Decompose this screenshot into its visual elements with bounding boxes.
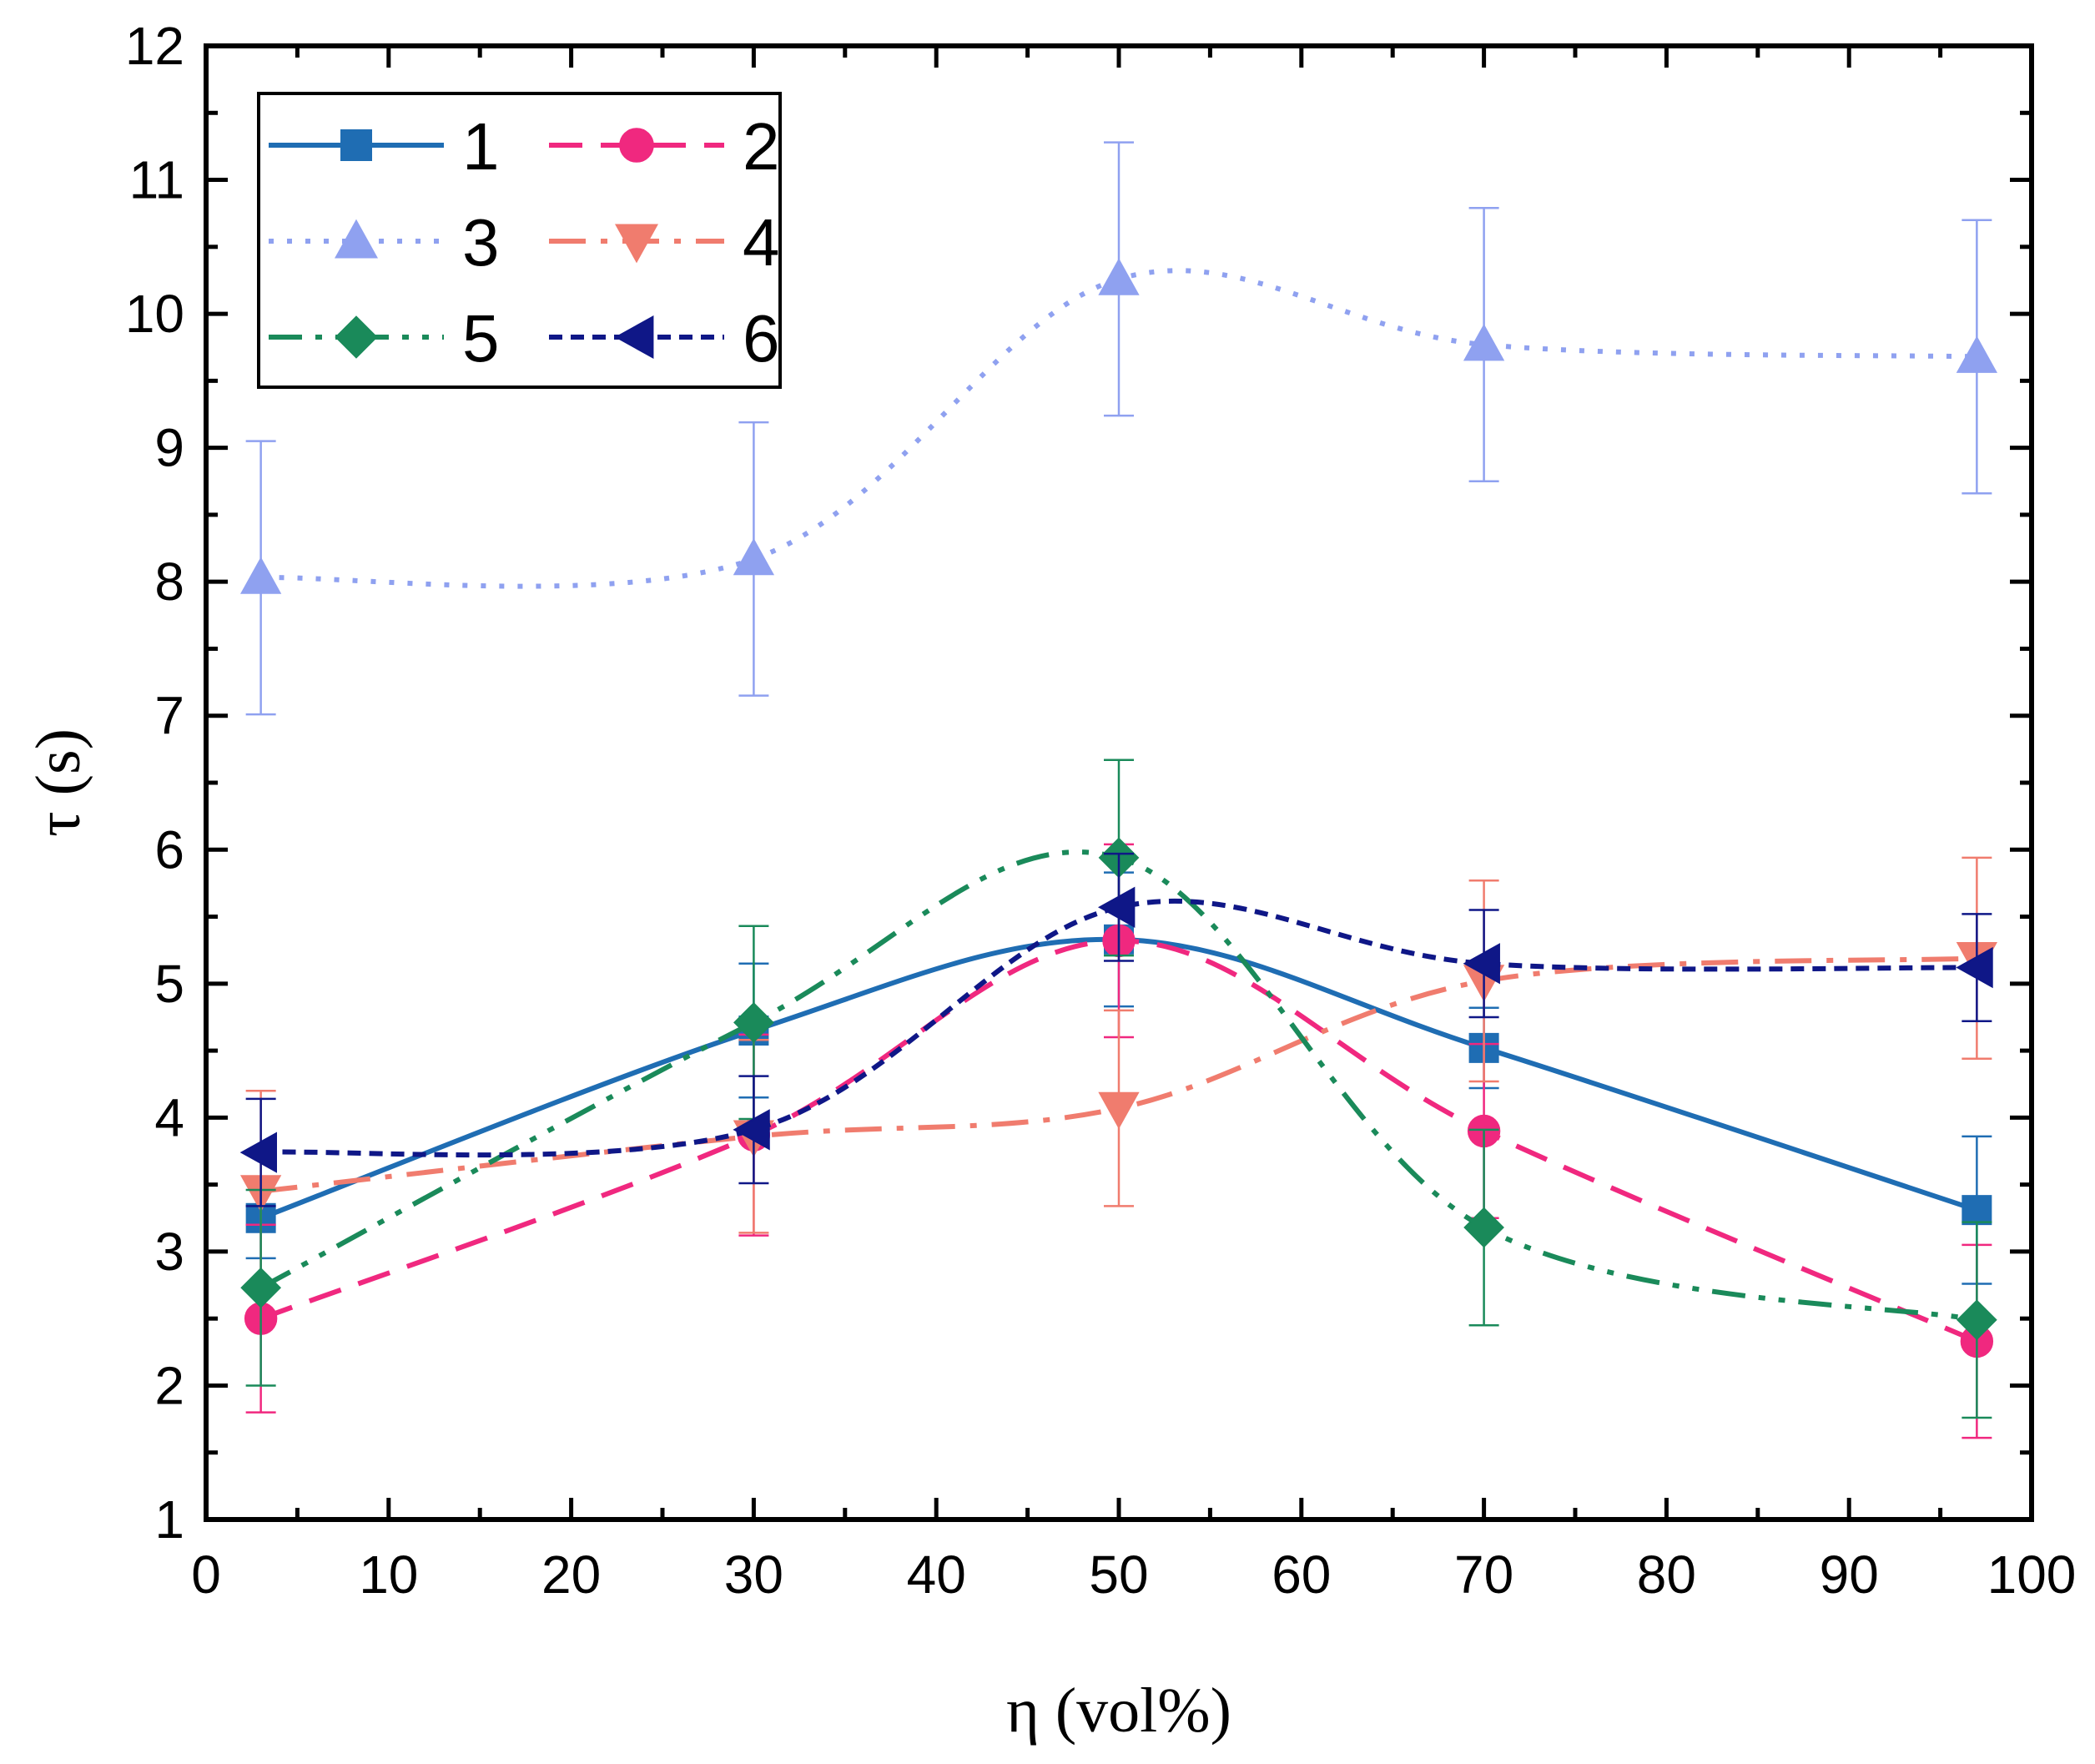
y-tick-label: 1 <box>154 1489 184 1550</box>
series-3 <box>239 141 1998 716</box>
legend-marker-6 <box>614 315 654 359</box>
y-tick-label: 3 <box>154 1222 184 1282</box>
data-point <box>733 537 775 576</box>
data-point <box>1463 324 1505 361</box>
data-point <box>1097 886 1136 928</box>
y-tick-label: 6 <box>154 819 184 879</box>
x-tick-label: 0 <box>191 1545 221 1605</box>
data-point <box>733 1002 774 1043</box>
y-tick-label: 2 <box>154 1355 184 1415</box>
legend-marker-3 <box>335 219 378 259</box>
y-tick-label: 9 <box>154 418 184 478</box>
data-point <box>1956 1299 1997 1341</box>
y-tick-label: 11 <box>129 150 184 210</box>
legend-label-5: 5 <box>462 301 500 375</box>
data-point <box>239 1131 277 1173</box>
series-layer <box>239 141 1998 1439</box>
legend-marker-4 <box>615 224 658 264</box>
x-tick-label: 80 <box>1637 1545 1696 1605</box>
plot-frame <box>204 43 2034 1522</box>
legend-label-1: 1 <box>462 109 500 184</box>
data-point <box>1956 335 1998 373</box>
data-point <box>240 1267 282 1308</box>
x-tick-label: 10 <box>359 1545 418 1605</box>
data-point <box>1463 943 1500 985</box>
x-tick-label: 50 <box>1089 1545 1148 1605</box>
data-point <box>1463 1207 1504 1248</box>
x-axis-title: η (vol%) <box>1006 1676 1231 1746</box>
legend-marker-2 <box>619 128 654 163</box>
legend-label-3: 3 <box>462 205 500 280</box>
x-tick-label: 20 <box>541 1545 601 1605</box>
data-point <box>1962 1195 1992 1226</box>
x-tick-label: 60 <box>1272 1545 1331 1605</box>
data-point <box>733 1109 770 1151</box>
y-tick-label: 10 <box>125 284 184 344</box>
series-line <box>260 268 1977 589</box>
legend-marker-5 <box>335 315 378 359</box>
y-tick-label: 7 <box>154 686 184 746</box>
legend: 1 2 3 4 5 6 <box>257 92 782 389</box>
y-tick-label: 8 <box>154 552 184 612</box>
legend-label-6: 6 <box>743 301 780 375</box>
x-tick-label: 70 <box>1454 1545 1513 1605</box>
x-tick-label: 40 <box>907 1545 966 1605</box>
x-tick-label: 30 <box>724 1545 783 1605</box>
y-tick-label: 5 <box>154 954 184 1014</box>
x-tick-label: 100 <box>1987 1545 2077 1605</box>
y-tick-label: 4 <box>154 1087 184 1147</box>
legend-label-2: 2 <box>743 109 780 184</box>
x-tick-label: 90 <box>1820 1545 1879 1605</box>
series-line <box>260 899 1977 1158</box>
legend-label-4: 4 <box>743 205 780 280</box>
y-tick-label: 12 <box>125 16 184 76</box>
data-point <box>239 557 282 594</box>
legend-marker-1 <box>340 129 372 161</box>
data-point <box>1098 258 1140 295</box>
y-axis-title: τ (s) <box>23 728 93 837</box>
data-point <box>1956 946 1993 989</box>
series-6 <box>239 852 1993 1207</box>
data-point <box>1098 1091 1140 1130</box>
